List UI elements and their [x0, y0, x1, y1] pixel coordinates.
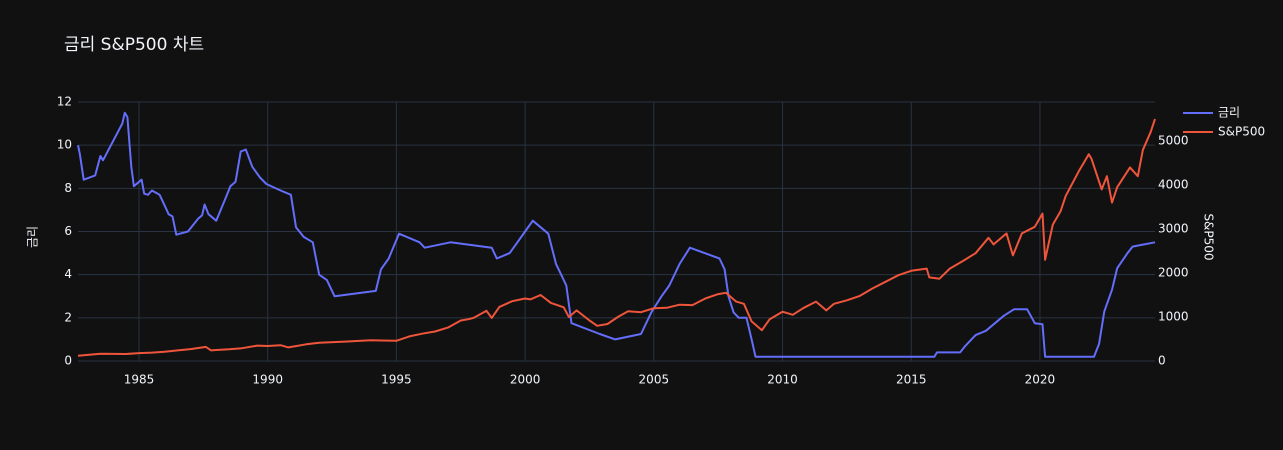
y2-axis-label: S&P500: [1202, 213, 1216, 260]
x-tick-label: 1985: [124, 373, 155, 387]
series-line: [77, 118, 1156, 357]
y-tick-label: 6: [64, 224, 72, 238]
x-tick-label: 2015: [896, 373, 927, 387]
grid: [78, 101, 1155, 362]
x-tick-label: 1990: [252, 373, 283, 387]
series-line: [77, 111, 1156, 358]
y-tick-label: 0: [64, 354, 72, 368]
y2-tick-label: 1000: [1158, 309, 1189, 323]
y-tick-label: 8: [64, 181, 72, 195]
x-tick-label: 2000: [510, 373, 541, 387]
legend-label: S&P500: [1218, 125, 1265, 139]
y-tick-label: 12: [57, 95, 72, 109]
x-tick-label: 2020: [1025, 373, 1056, 387]
y-tick-label: 2: [64, 310, 72, 324]
y2-tick-label: 4000: [1158, 177, 1189, 191]
y-axis-label: 금리: [26, 226, 40, 248]
y2-tick-label: 0: [1158, 354, 1166, 368]
y2-tick-label: 3000: [1158, 221, 1189, 235]
chart-title: 금리 S&P500 차트: [64, 35, 204, 55]
x-tick-label: 2005: [639, 373, 670, 387]
y2-tick-label: 5000: [1158, 133, 1189, 147]
legend-label: 금리: [1218, 106, 1240, 120]
y-tick-label: 4: [64, 267, 72, 281]
x-tick-label: 2010: [767, 373, 798, 387]
y-tick-label: 10: [57, 138, 72, 152]
x-tick-label: 1995: [381, 373, 412, 387]
y2-tick-label: 2000: [1158, 265, 1189, 279]
